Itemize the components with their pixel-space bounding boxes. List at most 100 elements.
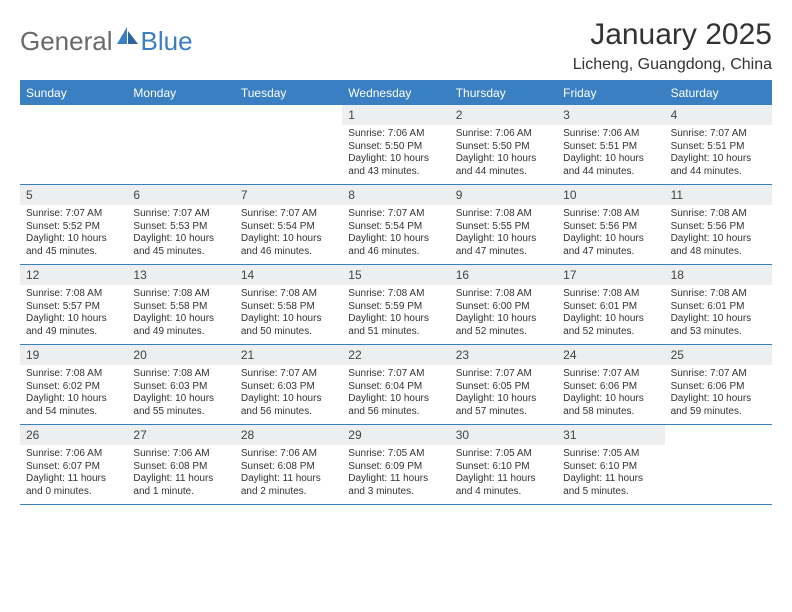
sunset-line: Sunset: 6:09 PM <box>348 461 443 474</box>
logo: General Blue <box>20 26 193 57</box>
weekday-header: Wednesday <box>342 82 449 105</box>
sunset-line: Sunset: 6:06 PM <box>671 381 766 394</box>
day-details: Sunrise: 7:07 AMSunset: 5:54 PMDaylight:… <box>342 205 449 264</box>
sunset-line: Sunset: 6:03 PM <box>241 381 336 394</box>
day-details: Sunrise: 7:07 AMSunset: 5:53 PMDaylight:… <box>127 205 234 264</box>
sunrise-line: Sunrise: 7:08 AM <box>456 288 551 301</box>
day-details: Sunrise: 7:07 AMSunset: 6:06 PMDaylight:… <box>665 365 772 424</box>
day-number: 16 <box>450 265 557 285</box>
sunset-line: Sunset: 6:07 PM <box>26 461 121 474</box>
title-block: January 2025 Licheng, Guangdong, China <box>573 18 772 74</box>
sunset-line: Sunset: 5:52 PM <box>26 221 121 234</box>
sunrise-line: Sunrise: 7:07 AM <box>241 208 336 221</box>
sunset-line: Sunset: 6:04 PM <box>348 381 443 394</box>
day-cell: 21Sunrise: 7:07 AMSunset: 6:03 PMDayligh… <box>235 345 342 424</box>
day-number: 15 <box>342 265 449 285</box>
daylight-line: Daylight: 11 hours and 4 minutes. <box>456 473 551 498</box>
sunset-line: Sunset: 5:58 PM <box>241 301 336 314</box>
day-details: Sunrise: 7:07 AMSunset: 6:05 PMDaylight:… <box>450 365 557 424</box>
day-number: 22 <box>342 345 449 365</box>
day-number: 28 <box>235 425 342 445</box>
sunset-line: Sunset: 6:06 PM <box>563 381 658 394</box>
daylight-line: Daylight: 10 hours and 50 minutes. <box>241 313 336 338</box>
sunset-line: Sunset: 6:02 PM <box>26 381 121 394</box>
sunset-line: Sunset: 5:56 PM <box>563 221 658 234</box>
daylight-line: Daylight: 10 hours and 43 minutes. <box>348 153 443 178</box>
sunrise-line: Sunrise: 7:08 AM <box>133 368 228 381</box>
daylight-line: Daylight: 11 hours and 1 minute. <box>133 473 228 498</box>
sunset-line: Sunset: 6:08 PM <box>133 461 228 474</box>
day-number: 19 <box>20 345 127 365</box>
sunset-line: Sunset: 5:53 PM <box>133 221 228 234</box>
daylight-line: Daylight: 11 hours and 0 minutes. <box>26 473 121 498</box>
sunrise-line: Sunrise: 7:08 AM <box>456 208 551 221</box>
weekday-header: Friday <box>557 82 664 105</box>
day-cell: 5Sunrise: 7:07 AMSunset: 5:52 PMDaylight… <box>20 185 127 264</box>
weekday-header: Sunday <box>20 82 127 105</box>
day-number: 17 <box>557 265 664 285</box>
sunrise-line: Sunrise: 7:08 AM <box>348 288 443 301</box>
sunrise-line: Sunrise: 7:07 AM <box>133 208 228 221</box>
day-cell <box>665 425 772 504</box>
sunset-line: Sunset: 6:10 PM <box>563 461 658 474</box>
location-text: Licheng, Guangdong, China <box>573 56 772 74</box>
daylight-line: Daylight: 10 hours and 57 minutes. <box>456 393 551 418</box>
day-cell: 30Sunrise: 7:05 AMSunset: 6:10 PMDayligh… <box>450 425 557 504</box>
day-cell <box>235 105 342 184</box>
day-cell: 18Sunrise: 7:08 AMSunset: 6:01 PMDayligh… <box>665 265 772 344</box>
day-details: Sunrise: 7:05 AMSunset: 6:09 PMDaylight:… <box>342 445 449 504</box>
day-cell: 28Sunrise: 7:06 AMSunset: 6:08 PMDayligh… <box>235 425 342 504</box>
day-cell: 6Sunrise: 7:07 AMSunset: 5:53 PMDaylight… <box>127 185 234 264</box>
sunset-line: Sunset: 6:01 PM <box>563 301 658 314</box>
sunrise-line: Sunrise: 7:06 AM <box>26 448 121 461</box>
daylight-line: Daylight: 10 hours and 49 minutes. <box>133 313 228 338</box>
sunrise-line: Sunrise: 7:06 AM <box>456 128 551 141</box>
weekday-header: Tuesday <box>235 82 342 105</box>
day-cell: 20Sunrise: 7:08 AMSunset: 6:03 PMDayligh… <box>127 345 234 424</box>
day-details: Sunrise: 7:08 AMSunset: 5:58 PMDaylight:… <box>235 285 342 344</box>
sunrise-line: Sunrise: 7:06 AM <box>348 128 443 141</box>
weekday-header: Thursday <box>450 82 557 105</box>
day-details: Sunrise: 7:06 AMSunset: 6:07 PMDaylight:… <box>20 445 127 504</box>
day-cell: 10Sunrise: 7:08 AMSunset: 5:56 PMDayligh… <box>557 185 664 264</box>
sunrise-line: Sunrise: 7:08 AM <box>241 288 336 301</box>
day-cell: 3Sunrise: 7:06 AMSunset: 5:51 PMDaylight… <box>557 105 664 184</box>
daylight-line: Daylight: 10 hours and 47 minutes. <box>456 233 551 258</box>
day-details: Sunrise: 7:08 AMSunset: 5:56 PMDaylight:… <box>665 205 772 264</box>
day-details: Sunrise: 7:08 AMSunset: 6:01 PMDaylight:… <box>557 285 664 344</box>
sunset-line: Sunset: 5:51 PM <box>563 141 658 154</box>
sunset-line: Sunset: 5:50 PM <box>348 141 443 154</box>
sunset-line: Sunset: 5:56 PM <box>671 221 766 234</box>
day-number <box>665 425 772 431</box>
daylight-line: Daylight: 10 hours and 58 minutes. <box>563 393 658 418</box>
day-number: 27 <box>127 425 234 445</box>
day-number: 4 <box>665 105 772 125</box>
day-cell: 29Sunrise: 7:05 AMSunset: 6:09 PMDayligh… <box>342 425 449 504</box>
day-number: 1 <box>342 105 449 125</box>
daylight-line: Daylight: 10 hours and 48 minutes. <box>671 233 766 258</box>
sunrise-line: Sunrise: 7:06 AM <box>241 448 336 461</box>
day-number: 11 <box>665 185 772 205</box>
sunrise-line: Sunrise: 7:07 AM <box>671 368 766 381</box>
day-number: 7 <box>235 185 342 205</box>
sunrise-line: Sunrise: 7:08 AM <box>133 288 228 301</box>
daylight-line: Daylight: 10 hours and 55 minutes. <box>133 393 228 418</box>
day-details: Sunrise: 7:08 AMSunset: 6:03 PMDaylight:… <box>127 365 234 424</box>
day-cell: 1 Sunrise: 7:06 AMSunset: 5:50 PMDaylight… <box>342 105 449 184</box>
daylight-line: Daylight: 10 hours and 47 minutes. <box>563 233 658 258</box>
sunset-line: Sunset: 5:57 PM <box>26 301 121 314</box>
day-cell: 25Sunrise: 7:07 AMSunset: 6:06 PMDayligh… <box>665 345 772 424</box>
day-number: 25 <box>665 345 772 365</box>
sunrise-line: Sunrise: 7:08 AM <box>671 288 766 301</box>
day-details: Sunrise: 7:07 AMSunset: 6:06 PMDaylight:… <box>557 365 664 424</box>
sunrise-line: Sunrise: 7:07 AM <box>26 208 121 221</box>
sunrise-line: Sunrise: 7:08 AM <box>563 208 658 221</box>
sunrise-line: Sunrise: 7:07 AM <box>348 208 443 221</box>
daylight-line: Daylight: 10 hours and 44 minutes. <box>671 153 766 178</box>
day-cell: 9Sunrise: 7:08 AMSunset: 5:55 PMDaylight… <box>450 185 557 264</box>
day-number: 30 <box>450 425 557 445</box>
daylight-line: Daylight: 10 hours and 56 minutes. <box>348 393 443 418</box>
sunset-line: Sunset: 5:51 PM <box>671 141 766 154</box>
sunset-line: Sunset: 5:58 PM <box>133 301 228 314</box>
day-cell: 23Sunrise: 7:07 AMSunset: 6:05 PMDayligh… <box>450 345 557 424</box>
